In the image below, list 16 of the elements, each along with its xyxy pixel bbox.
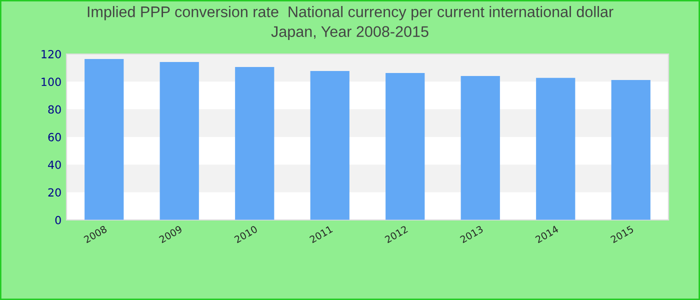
y-tick-label: 20 (48, 188, 61, 197)
bar (235, 66, 274, 220)
bar (460, 76, 500, 220)
y-tick-label: 120 (42, 50, 61, 58)
bar (84, 58, 124, 220)
bar (386, 72, 425, 220)
y-tick-label: 0 (55, 216, 61, 224)
bar (536, 78, 576, 220)
y-tick-label: 40 (48, 160, 61, 169)
y-tick-label: 60 (48, 132, 61, 142)
bar (611, 80, 650, 220)
chart-title: Implied PPP conversion rate National currency per current international dollar Japan, Year 2008-2015 (88, 6, 614, 40)
y-tick-label: 80 (48, 105, 61, 114)
y-tick-label: 100 (42, 78, 61, 86)
bar (310, 71, 350, 220)
bar (160, 62, 199, 220)
